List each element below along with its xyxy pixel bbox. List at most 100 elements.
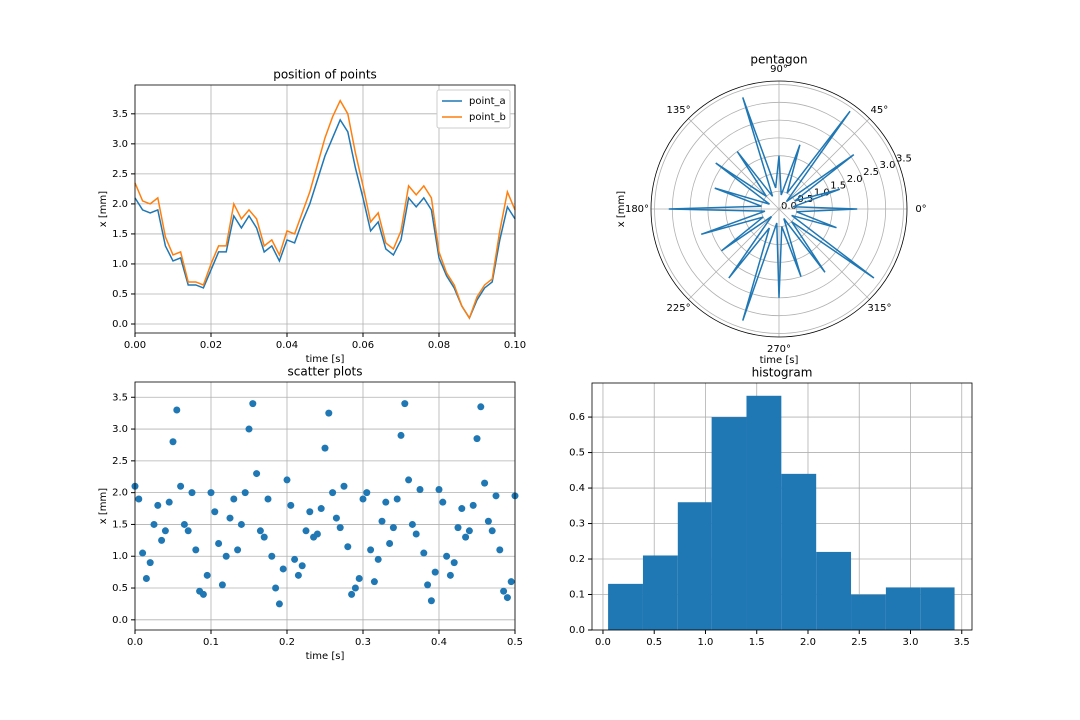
point	[192, 546, 200, 554]
x-tick-label: 3.0	[903, 637, 919, 648]
point	[260, 533, 268, 541]
point	[412, 530, 420, 538]
point	[473, 435, 481, 443]
y-tick-label: 0.4	[569, 483, 585, 494]
axes-background	[135, 382, 515, 630]
point	[329, 489, 337, 497]
point	[435, 485, 443, 493]
bar	[677, 502, 712, 630]
theta-tick-label: 180°	[625, 204, 649, 215]
point	[291, 555, 299, 563]
point	[306, 508, 314, 516]
x-tick-label: 2.0	[800, 637, 816, 648]
x-tick-label: 0.5	[507, 637, 523, 648]
point	[446, 571, 454, 579]
bar	[781, 473, 817, 630]
point	[431, 568, 439, 576]
point	[454, 524, 462, 532]
y-tick-label: 0.3	[569, 519, 585, 530]
point	[317, 505, 325, 513]
point	[275, 600, 283, 608]
x-tick-label: 3.5	[954, 637, 970, 648]
point	[462, 533, 470, 541]
bar	[816, 551, 852, 630]
point	[234, 546, 242, 554]
y-axis-label: x [mm]	[98, 191, 109, 227]
point	[397, 431, 405, 439]
point	[139, 549, 147, 557]
point	[177, 482, 185, 490]
r-tick-label: 3.5	[896, 153, 912, 164]
x-axis-label: time [s]	[306, 354, 345, 365]
point	[264, 495, 272, 503]
point	[465, 527, 473, 535]
point	[241, 489, 249, 497]
x-tick-label: 0.02	[200, 340, 222, 351]
point	[420, 549, 428, 557]
point	[443, 552, 451, 560]
point	[477, 403, 485, 411]
y-tick-label: 3.5	[112, 109, 128, 120]
point	[199, 590, 207, 598]
point	[382, 498, 390, 506]
bar	[608, 583, 643, 630]
point	[348, 590, 356, 598]
point	[340, 482, 348, 490]
point	[488, 527, 496, 535]
polar-line	[668, 97, 875, 321]
bar	[642, 555, 678, 630]
point	[321, 444, 329, 452]
y-tick-label: 1.5	[112, 519, 128, 530]
x-axis-label: time [s]	[760, 355, 799, 366]
y-tick-label: 2.0	[112, 199, 128, 210]
point	[237, 520, 245, 528]
point	[135, 495, 143, 503]
point	[298, 562, 306, 570]
point	[469, 501, 477, 509]
y-tick-label: 0.6	[569, 412, 585, 423]
point	[359, 495, 367, 503]
x-axis-label: time [s]	[306, 651, 345, 662]
point	[188, 489, 196, 497]
point	[249, 400, 257, 408]
point	[374, 555, 382, 563]
y-tick-label: 1.0	[112, 259, 128, 270]
theta-tick-label: 90°	[770, 64, 788, 75]
bar	[851, 594, 886, 630]
bar	[711, 417, 747, 630]
point	[268, 552, 276, 560]
point	[165, 498, 173, 506]
bar	[920, 587, 955, 630]
point	[401, 400, 409, 408]
theta-tick-label: 0°	[915, 204, 926, 215]
point	[496, 546, 504, 554]
point	[218, 581, 226, 589]
point	[450, 559, 458, 567]
legend-label: point_a	[469, 96, 506, 107]
grid-spoke	[688, 208, 780, 300]
point	[344, 543, 352, 551]
x-tick-label: 1.5	[749, 637, 765, 648]
bar	[746, 395, 782, 630]
x-tick-label: 0.1	[203, 637, 219, 648]
axes-frame	[134, 381, 516, 631]
legend-label: point_b	[469, 112, 506, 123]
y-tick-label: 3.0	[112, 139, 128, 150]
point	[253, 470, 261, 478]
y-axis-label: x [mm]	[98, 488, 109, 524]
point	[484, 517, 492, 525]
x-tick-label: 2.5	[851, 637, 867, 648]
line	[134, 118, 516, 320]
y-tick-label: 2.0	[112, 488, 128, 499]
r-tick-label: 1.0	[814, 187, 830, 198]
point	[424, 581, 432, 589]
x-tick-label: 0.3	[355, 637, 371, 648]
axes-frame	[134, 84, 516, 334]
point	[161, 527, 169, 535]
y-tick-label: 0.5	[569, 448, 585, 459]
point	[272, 584, 280, 592]
x-tick-label: 0.10	[504, 340, 526, 351]
point	[245, 425, 253, 433]
point	[367, 546, 375, 554]
point	[302, 527, 310, 535]
